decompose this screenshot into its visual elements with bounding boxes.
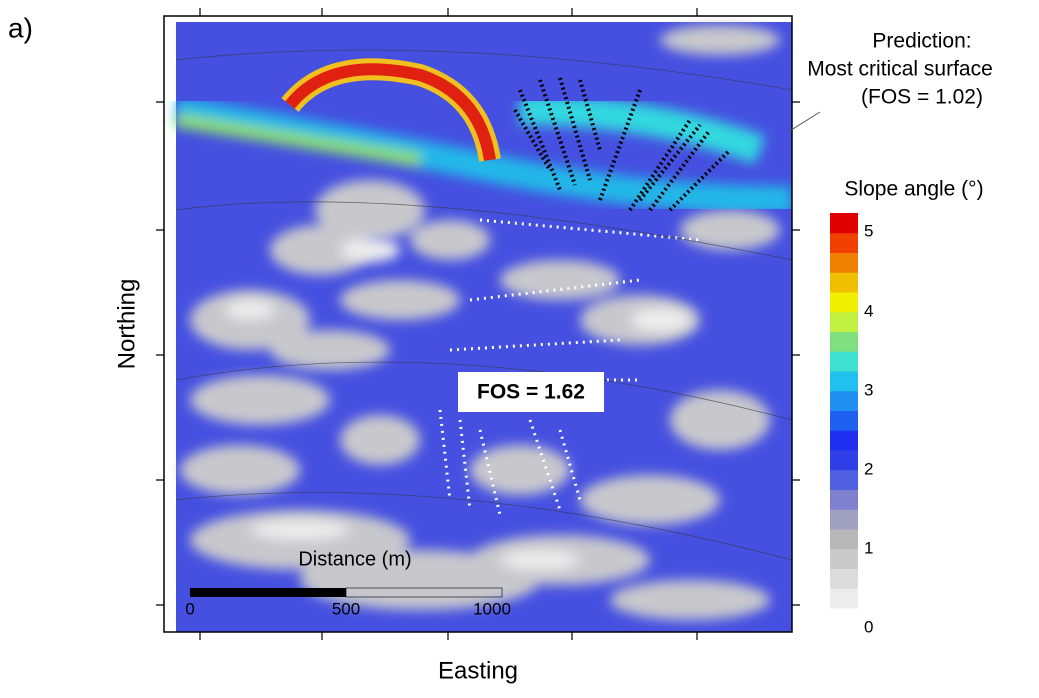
fos-label: FOS = 1.62 <box>477 381 585 404</box>
colorbar-band <box>830 371 858 391</box>
colorbar-band <box>830 450 858 470</box>
annotation: Prediction: <box>872 30 971 53</box>
colorbar-band <box>830 509 858 529</box>
colorbar-tick: 4 <box>864 301 873 320</box>
x-axis-label: Easting <box>438 657 518 684</box>
colorbar-band <box>830 351 858 371</box>
annotation: (FOS = 1.02) <box>861 86 983 109</box>
colorbar-band <box>830 272 858 292</box>
annotation: Most critical surface <box>807 58 993 81</box>
colorbar-band <box>830 411 858 431</box>
colorbar-tick: 1 <box>864 538 873 557</box>
colorbar-tick: 0 <box>864 617 873 636</box>
colorbar-band <box>830 233 858 253</box>
colorbar-band <box>830 470 858 490</box>
colorbar-band <box>830 253 858 273</box>
slope-map <box>164 16 792 632</box>
colorbar-tick: 3 <box>864 380 873 399</box>
scale-title: Distance (m) <box>298 548 411 570</box>
scale-label: 1000 <box>473 599 511 618</box>
page: {"panel_label": "a)", "axes": {"x_label"… <box>0 0 1039 693</box>
colorbar-band <box>830 569 858 589</box>
colorbar-band <box>830 312 858 332</box>
colorbar-band <box>830 588 858 608</box>
colorbar-band <box>830 490 858 510</box>
y-axis-label: Northing <box>113 279 140 370</box>
figure: a) <box>0 0 1039 693</box>
colorbar-band <box>830 529 858 549</box>
colorbar-band <box>830 391 858 411</box>
colorbar-band <box>830 549 858 569</box>
callout-line <box>788 112 820 132</box>
colorbar-title: Slope angle (°) <box>844 178 983 201</box>
scale-label: 500 <box>332 599 360 618</box>
colorbar-band <box>830 332 858 352</box>
colorbar-tick: 2 <box>864 459 873 478</box>
colorbar-band <box>830 430 858 450</box>
colorbar-tick: 5 <box>864 221 873 240</box>
colorbar: Slope angle (°) 0 1 2 3 4 5 <box>830 178 984 637</box>
scale-label: 0 <box>185 599 194 618</box>
panel-label: a) <box>8 12 33 43</box>
colorbar-band <box>830 213 858 233</box>
colorbar-band <box>830 292 858 312</box>
